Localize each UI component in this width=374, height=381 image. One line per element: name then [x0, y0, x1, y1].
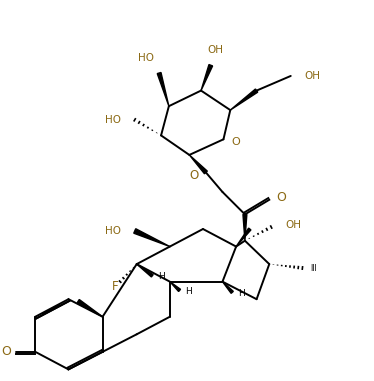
Polygon shape: [243, 215, 247, 241]
Text: HO: HO: [105, 226, 121, 236]
Polygon shape: [134, 229, 170, 247]
Text: O: O: [1, 345, 11, 359]
Text: HO: HO: [138, 53, 154, 63]
Text: O: O: [231, 137, 240, 147]
Polygon shape: [157, 72, 169, 106]
Polygon shape: [77, 299, 102, 317]
Polygon shape: [170, 282, 181, 291]
Text: H: H: [238, 289, 245, 298]
Text: F: F: [112, 280, 119, 293]
Text: III: III: [310, 264, 317, 272]
Text: HO: HO: [105, 115, 121, 125]
Polygon shape: [236, 228, 251, 247]
Text: H: H: [158, 272, 165, 281]
Text: H: H: [186, 287, 192, 296]
Text: OH: OH: [285, 220, 301, 230]
Polygon shape: [137, 264, 153, 277]
Text: O: O: [276, 191, 286, 204]
Text: OH: OH: [304, 71, 321, 81]
Polygon shape: [230, 89, 258, 110]
Text: OH: OH: [208, 45, 224, 56]
Polygon shape: [201, 64, 212, 91]
Polygon shape: [189, 155, 207, 174]
Polygon shape: [223, 282, 233, 293]
Text: O: O: [190, 169, 199, 182]
